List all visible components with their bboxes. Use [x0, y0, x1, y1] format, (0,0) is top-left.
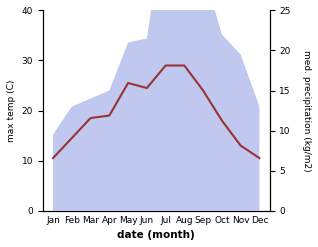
Y-axis label: med. precipitation (kg/m2): med. precipitation (kg/m2)	[302, 50, 311, 171]
X-axis label: date (month): date (month)	[117, 230, 195, 240]
Y-axis label: max temp (C): max temp (C)	[7, 79, 16, 142]
